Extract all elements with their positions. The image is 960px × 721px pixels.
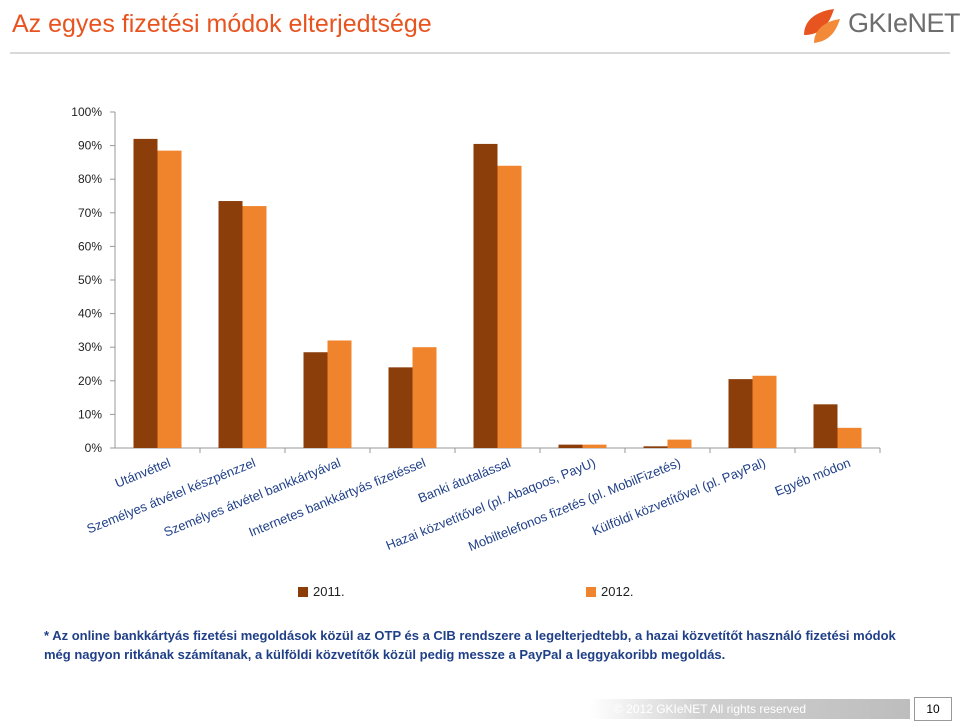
y-tick-label: 30% [78,340,102,354]
y-tick-label: 60% [78,239,102,253]
bar-2012 [157,150,182,448]
legend-swatch-2012 [586,586,596,597]
bar-2011 [218,201,243,448]
x-tick-label: Egyéb módon [773,455,853,499]
bar-2012 [837,427,862,448]
bar-2011 [643,446,668,448]
x-tick-label: Utánvéttel [113,455,173,491]
bar-2011 [558,444,583,448]
page-title: Az egyes fizetési módok elterjedtsége [12,10,432,38]
copyright-text: © 2012 GKIeNET All rights reserved [614,702,807,716]
legend-label-2011: 2011. [313,584,345,599]
bar-2011 [473,143,498,449]
y-tick-label: 50% [78,273,102,287]
y-tick-label: 40% [78,307,102,321]
bar-2012 [412,347,437,448]
bar-2012 [667,439,692,448]
footer-bar [590,699,910,719]
y-tick-label: 90% [78,139,102,153]
y-tick-label: 0% [85,441,103,455]
bar-2011 [813,404,838,448]
logo-leaf-icon [804,9,840,43]
y-tick-label: 100% [71,105,102,119]
legend-swatch-2011 [298,586,308,597]
bar-2011 [303,352,328,448]
y-tick-label: 70% [78,206,102,220]
bar-chart: 0% 10% 20% 30% 40% 50% 60% 70% 80% 90% 100% Utánvét… [71,105,881,554]
bar-2012 [327,340,352,448]
bar-2011 [388,367,413,448]
header-divider [10,52,950,54]
bar-2011 [133,138,158,448]
bar-2012 [752,375,777,448]
bar-2011 [728,379,753,448]
logo-text: GKIeNET [848,8,960,38]
legend-label-2012: 2012. [601,584,634,599]
bar-2012 [242,206,267,448]
y-tick-label: 80% [78,172,102,186]
bar-2012 [497,165,522,448]
y-tick-label: 10% [78,407,102,421]
footnote: * Az online bankkártyás fizetési megoldá… [44,628,896,662]
legend-item-2012: 2012. [586,584,634,599]
page-number: 10 [914,697,952,721]
legend-item-2011: 2011. [298,584,345,599]
bar-2012 [582,444,607,448]
y-tick-label: 20% [78,374,102,388]
